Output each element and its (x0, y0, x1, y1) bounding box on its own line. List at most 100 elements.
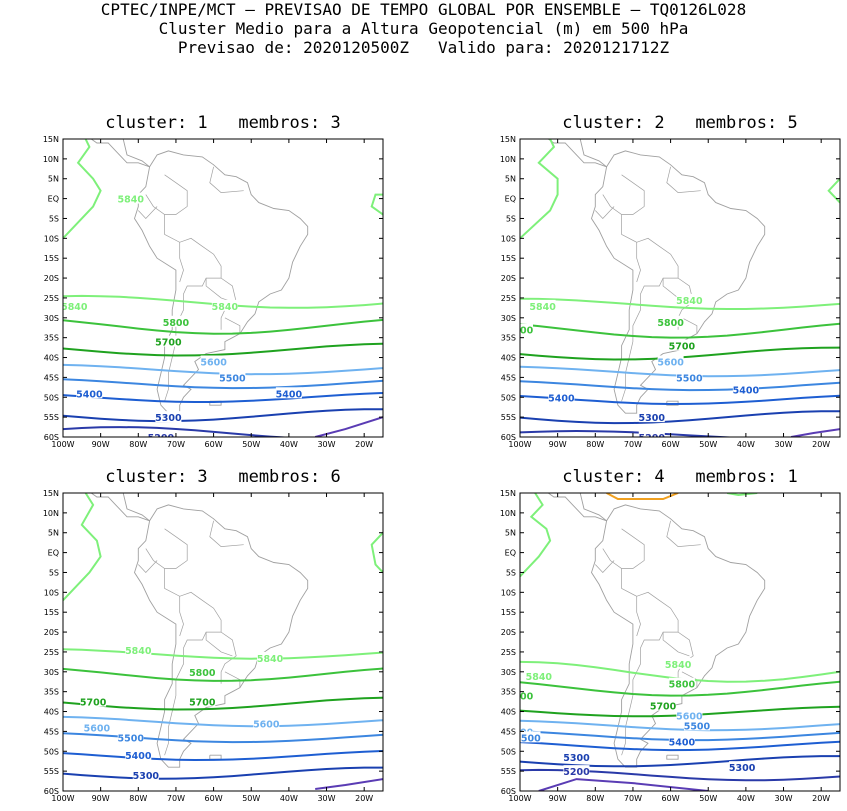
lon-label: 20W (812, 794, 830, 803)
lon-label: 40W (737, 794, 755, 803)
country-border (145, 174, 188, 215)
contour-label-bg (80, 695, 107, 707)
map-panel-2: cluster: 2 membros: 5 5840 5840 5800 5800 570… (475, 109, 847, 457)
lon-label: 60W (662, 794, 680, 803)
coastline (355, 493, 357, 494)
lat-label: 45S (501, 727, 516, 736)
map-panel-1: cluster: 1 membros: 3 5840 5840 5840 5800 570… (18, 109, 398, 457)
lat-label: 25S (501, 648, 516, 657)
contour-label-bg (147, 431, 174, 437)
lon-label: 90W (549, 440, 567, 449)
contour-label-bg (520, 689, 533, 701)
contour-label: 5800 (163, 318, 190, 329)
map-plot: 5840584058005800570056005600550055005400… (500, 473, 841, 803)
lon-label: 70W (167, 440, 185, 449)
panel-title: cluster: 3 membros: 6 (105, 467, 341, 487)
contour-label-bg (668, 677, 695, 689)
lat-label: 30S (44, 314, 59, 323)
lat-label: 5N (48, 175, 59, 184)
lat-label: 15S (44, 254, 59, 263)
contour-label: 5400 (733, 385, 760, 396)
lon-label: 60W (662, 440, 680, 449)
contour-label-bg (189, 665, 216, 677)
lon-label: 40W (737, 440, 755, 449)
lat-label: 25S (501, 294, 516, 303)
contour-label-bg (668, 735, 695, 747)
lon-label: 40W (280, 794, 298, 803)
contour-label-bg (200, 355, 227, 367)
coastline (90, 493, 150, 522)
geopotential-contour (63, 426, 383, 437)
country-border (662, 632, 690, 657)
lon-label: 80W (129, 440, 147, 449)
lat-label: 50S (44, 393, 59, 402)
panel-title: cluster: 4 membros: 1 (562, 467, 798, 487)
contour-label: 5400 (276, 389, 303, 400)
country-border (205, 278, 233, 303)
contour-label-bg (257, 651, 284, 663)
lat-label: 5S (49, 568, 59, 577)
coastline (622, 119, 641, 127)
lon-label: 70W (624, 440, 642, 449)
lon-label: 30W (774, 794, 792, 803)
geopotential-contour (63, 318, 383, 335)
lat-label: 55S (44, 767, 59, 776)
contour-label: 5840 (665, 660, 692, 671)
lat-label: 30S (501, 668, 516, 677)
contour-label: 5200 (639, 433, 666, 444)
lon-label: 100W (51, 794, 74, 803)
country-border (621, 631, 679, 756)
lat-label: 50S (501, 393, 516, 402)
country-border (209, 166, 244, 193)
geopotential-contour (63, 766, 383, 780)
contour-label: 5600 (200, 358, 227, 369)
lon-label: 50W (242, 794, 260, 803)
panel-title: cluster: 2 membros: 5 (562, 113, 798, 133)
country-border (164, 568, 222, 633)
lon-label: 30W (317, 794, 335, 803)
lat-label: 30S (44, 668, 59, 677)
contour-label-bg (132, 769, 159, 781)
contour-label: 5700 (155, 338, 182, 349)
coastline (120, 109, 158, 123)
country-border (164, 631, 222, 756)
lon-label: 20W (355, 440, 373, 449)
contour-label: 5500 (676, 373, 703, 384)
lat-label: 5N (505, 175, 516, 184)
lat-label: EQ (505, 195, 516, 204)
contour-label-bg (657, 315, 684, 327)
geopotential-contour (726, 493, 758, 497)
coastline (812, 139, 814, 140)
coastline (578, 139, 607, 168)
country-border (666, 166, 701, 193)
contour-label: 5300 (133, 771, 160, 782)
lat-label: 60S (501, 433, 516, 442)
lat-label: 25S (44, 294, 59, 303)
contour-label-bg (729, 761, 756, 773)
lon-label: 90W (92, 440, 110, 449)
geopotential-contour (520, 380, 840, 392)
contour-label: 5200 (148, 433, 175, 444)
coastline (547, 493, 607, 522)
contour-label: 5800 (507, 692, 534, 703)
coastline (121, 493, 150, 522)
lon-label: 30W (317, 440, 335, 449)
contour-label: 5400 (669, 737, 696, 748)
lon-label: 90W (92, 794, 110, 803)
lat-label: 60S (44, 433, 59, 442)
contour-label-bg (683, 719, 710, 731)
country-border (621, 214, 679, 279)
lat-label: 15S (501, 254, 516, 263)
geopotential-contour (63, 696, 383, 711)
map-frame (62, 492, 384, 792)
coastline (622, 473, 641, 481)
contour-label-bg (189, 695, 216, 707)
lat-label: 35S (501, 688, 516, 697)
lon-label: 60W (205, 440, 223, 449)
contour-label-bg (520, 323, 533, 335)
lat-label: 40S (44, 708, 59, 717)
country-border (602, 528, 645, 569)
coastline (134, 504, 309, 768)
contour-label-bg (657, 355, 684, 367)
panel-title: cluster: 1 membros: 3 (105, 113, 341, 133)
